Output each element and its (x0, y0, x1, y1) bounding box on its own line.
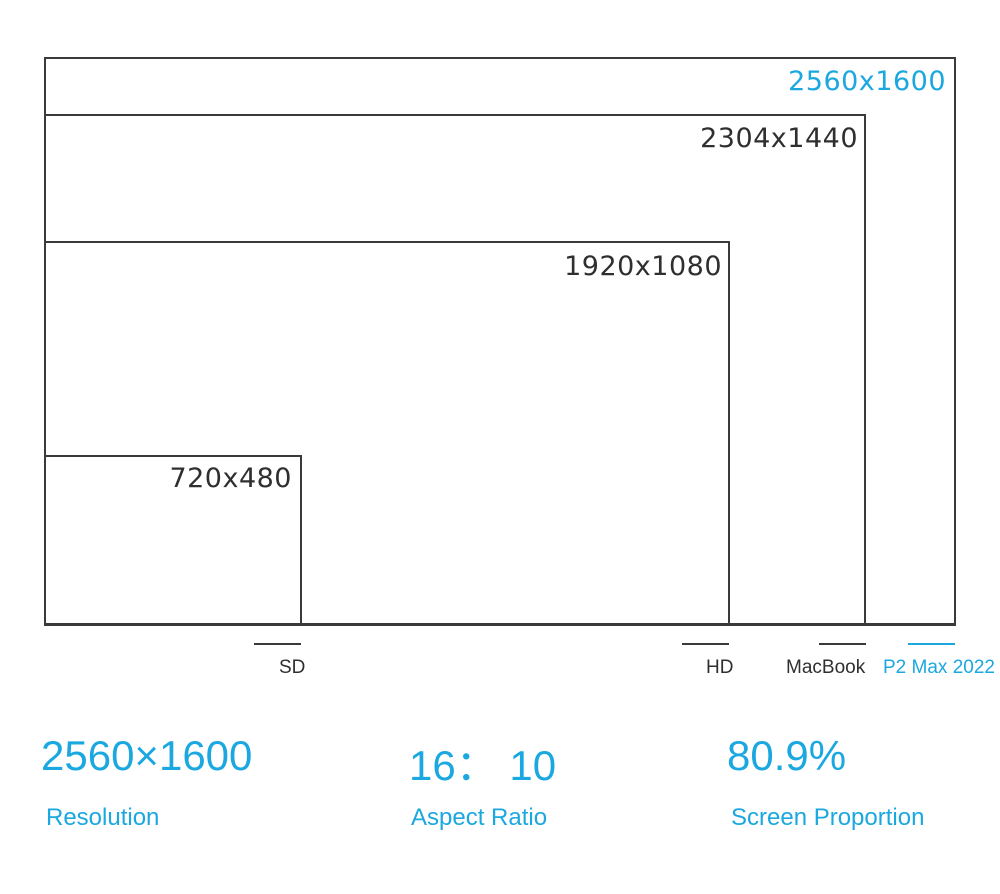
stat-resolution-label: Resolution (46, 804, 160, 831)
stat-aspect-ratio-value: 16： 10 (409, 742, 557, 789)
stat-resolution-value: 2560×1600 (41, 732, 253, 779)
stat-screen-proportion-value: 80.9% (727, 732, 847, 779)
resolution-label-720x480: 720x480 (169, 463, 292, 494)
legend-label-p2-max: P2 Max 2022 (883, 657, 995, 678)
resolution-label-1920x1080: 1920x1080 (564, 251, 722, 282)
legend-tick-macbook (819, 643, 866, 645)
legend-label-hd: HD (706, 657, 734, 678)
resolution-box-1920x1080 (44, 241, 730, 625)
resolution-box-720x480 (44, 455, 302, 625)
stat-aspect-ratio-label: Aspect Ratio (411, 804, 548, 831)
resolution-label-2304x1440: 2304x1440 (700, 123, 858, 154)
legend-tick-sd (254, 643, 301, 645)
legend-label-sd: SD (279, 657, 306, 678)
legend-tick-hd (682, 643, 729, 645)
legend-tick-p2-max (908, 643, 955, 645)
resolution-label-2560x1600: 2560x1600 (788, 66, 946, 97)
legend-label-macbook: MacBook (786, 657, 866, 678)
diagram-baseline (44, 623, 956, 626)
stat-screen-proportion-label: Screen Proportion (731, 804, 925, 831)
